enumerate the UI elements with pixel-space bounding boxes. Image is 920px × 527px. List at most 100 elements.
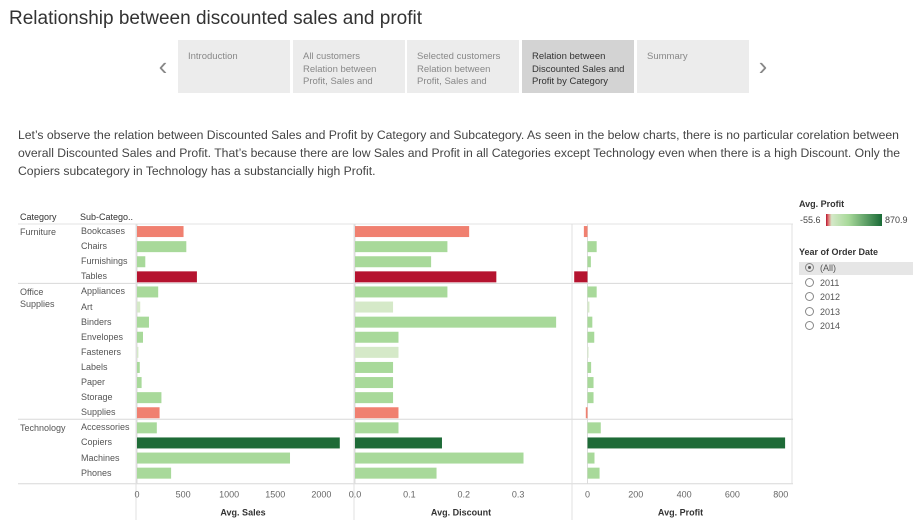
x-tick-label: 2000 [311, 490, 331, 500]
subcategory-label: Furnishings [81, 256, 128, 267]
bar-avg-profit-bookcases[interactable] [583, 226, 588, 238]
bar-avg-discount-bookcases[interactable] [355, 226, 470, 238]
bar-avg-sales-copiers[interactable] [137, 437, 340, 449]
bar-avg-discount-chairs[interactable] [355, 241, 448, 253]
category-label: Technology [20, 423, 66, 434]
bar-avg-sales-machines[interactable] [137, 452, 291, 464]
story-point-line: Summary [647, 51, 688, 62]
bar-avg-discount-furnishings[interactable] [355, 256, 432, 268]
bar-avg-discount-labels[interactable] [355, 361, 394, 373]
bar-avg-discount-fasteners[interactable] [355, 346, 399, 358]
bar-avg-profit-copiers[interactable] [587, 437, 786, 449]
subcategory-label: Chairs [81, 241, 108, 252]
story-point-3[interactable]: Selected customers Relation between Profit… [407, 40, 519, 93]
radio-icon[interactable] [805, 321, 814, 330]
bar-avg-sales-chairs[interactable] [137, 241, 187, 253]
bar-avg-discount-paper[interactable] [355, 377, 394, 389]
bar-avg-sales-storage[interactable] [137, 392, 162, 404]
bar-avg-profit-fasteners[interactable] [587, 346, 589, 358]
subcategory-label: Tables [81, 271, 108, 282]
subcategory-label: Paper [81, 377, 106, 387]
bar-avg-discount-art[interactable] [355, 301, 394, 313]
bar-avg-profit-chairs[interactable] [587, 241, 597, 253]
story-point-4[interactable]: Relation between Discounted Sales and Prof… [522, 40, 634, 93]
bar-avg-discount-storage[interactable] [355, 392, 394, 404]
bar-avg-sales-binders[interactable] [137, 316, 149, 328]
bar-avg-profit-furnishings[interactable] [587, 256, 591, 268]
x-tick-label: 0.1 [403, 490, 416, 500]
radio-icon[interactable] [805, 292, 814, 301]
subcategory-label: Accessories [81, 422, 130, 433]
bar-avg-sales-art[interactable] [137, 301, 141, 313]
bar-avg-sales-supplies[interactable] [137, 407, 160, 419]
story-point-line: Introduction [188, 51, 238, 62]
subcategory-label: Envelopes [81, 331, 124, 342]
bar-avg-profit-art[interactable] [587, 301, 590, 313]
bar-avg-sales-tables[interactable] [137, 271, 197, 283]
x-tick-label: 600 [725, 490, 740, 500]
year-filter-option[interactable]: (All) [799, 262, 913, 275]
bar-avg-profit-phones[interactable] [587, 467, 600, 479]
chevron-left-icon[interactable]: ‹ [158, 51, 168, 81]
story-point-line: Profit, Sales and [417, 76, 487, 87]
bar-avg-sales-appliances[interactable] [137, 286, 159, 298]
story-point-line: Relation between [303, 63, 377, 75]
story-point-2[interactable]: All customers Relation between Profit, Sal… [293, 40, 405, 93]
bar-avg-discount-appliances[interactable] [355, 286, 448, 298]
x-tick-label: 1000 [219, 490, 239, 500]
bar-avg-discount-binders[interactable] [355, 316, 557, 328]
year-filter-option[interactable]: 2014 [799, 320, 913, 333]
bar-avg-sales-furnishings[interactable] [137, 256, 146, 268]
subcategory-label: Appliances [81, 286, 126, 297]
bar-avg-discount-envelopes[interactable] [355, 331, 399, 343]
bar-avg-profit-envelopes[interactable] [587, 331, 595, 343]
bar-avg-sales-envelopes[interactable] [137, 331, 143, 343]
bar-avg-discount-copiers[interactable] [355, 437, 442, 449]
filter-title: Year of Order Date [799, 247, 879, 257]
bar-avg-profit-paper[interactable] [587, 377, 594, 389]
radio-icon[interactable] [805, 277, 814, 287]
bar-avg-discount-tables[interactable] [355, 271, 497, 283]
category-label: Furniture [20, 227, 57, 237]
year-filter-option[interactable]: 2011 [799, 277, 913, 290]
bar-avg-sales-paper[interactable] [137, 377, 142, 389]
story-point-line: Discounted Sales and [532, 63, 625, 75]
bar-avg-profit-labels[interactable] [587, 361, 592, 373]
radio-icon[interactable] [805, 306, 814, 316]
story-point-line: Relation between [417, 63, 491, 75]
bar-avg-profit-supplies[interactable] [585, 407, 588, 419]
bar-avg-sales-bookcases[interactable] [137, 226, 184, 238]
year-filter-label: 2011 [820, 277, 840, 288]
bar-avg-discount-accessories[interactable] [355, 422, 399, 434]
bar-avg-profit-tables[interactable] [574, 271, 588, 283]
subcategory-label: Fasteners [81, 346, 122, 357]
year-filter-option[interactable]: 2012 [799, 291, 913, 304]
year-filter-option[interactable]: 2013 [799, 306, 913, 319]
year-filter-label: 2014 [820, 321, 841, 331]
bar-avg-sales-labels[interactable] [137, 361, 140, 373]
subcategory-label: Art [81, 301, 93, 312]
bar-avg-profit-binders[interactable] [587, 316, 593, 328]
bar-avg-sales-accessories[interactable] [137, 422, 157, 434]
radio-icon[interactable] [805, 263, 814, 272]
bar-avg-profit-machines[interactable] [587, 452, 595, 464]
bar-avg-discount-supplies[interactable] [355, 407, 399, 419]
x-axis-title: Avg. Sales [220, 508, 265, 518]
bar-avg-profit-storage[interactable] [587, 392, 594, 404]
subcategory-label: Machines [81, 452, 120, 463]
intro-text: Let’s observe the relation between Disco… [18, 128, 901, 178]
bar-avg-discount-machines[interactable] [355, 452, 524, 464]
bar-avg-discount-phones[interactable] [355, 467, 437, 479]
x-tick-label: 800 [773, 490, 788, 500]
chevron-right-icon[interactable]: › [758, 51, 768, 81]
story-point-1[interactable]: Introduction [178, 40, 290, 93]
bar-avg-sales-phones[interactable] [137, 467, 172, 479]
bar-avg-profit-appliances[interactable] [587, 286, 597, 298]
story-point-5[interactable]: Summary [637, 40, 749, 93]
subcategory-label: Supplies [81, 407, 116, 418]
x-axis-title: Avg. Profit [658, 508, 703, 518]
bar-avg-sales-fasteners[interactable] [137, 346, 139, 358]
bar-avg-profit-accessories[interactable] [587, 422, 601, 434]
x-tick-label: 0.2 [457, 490, 470, 500]
